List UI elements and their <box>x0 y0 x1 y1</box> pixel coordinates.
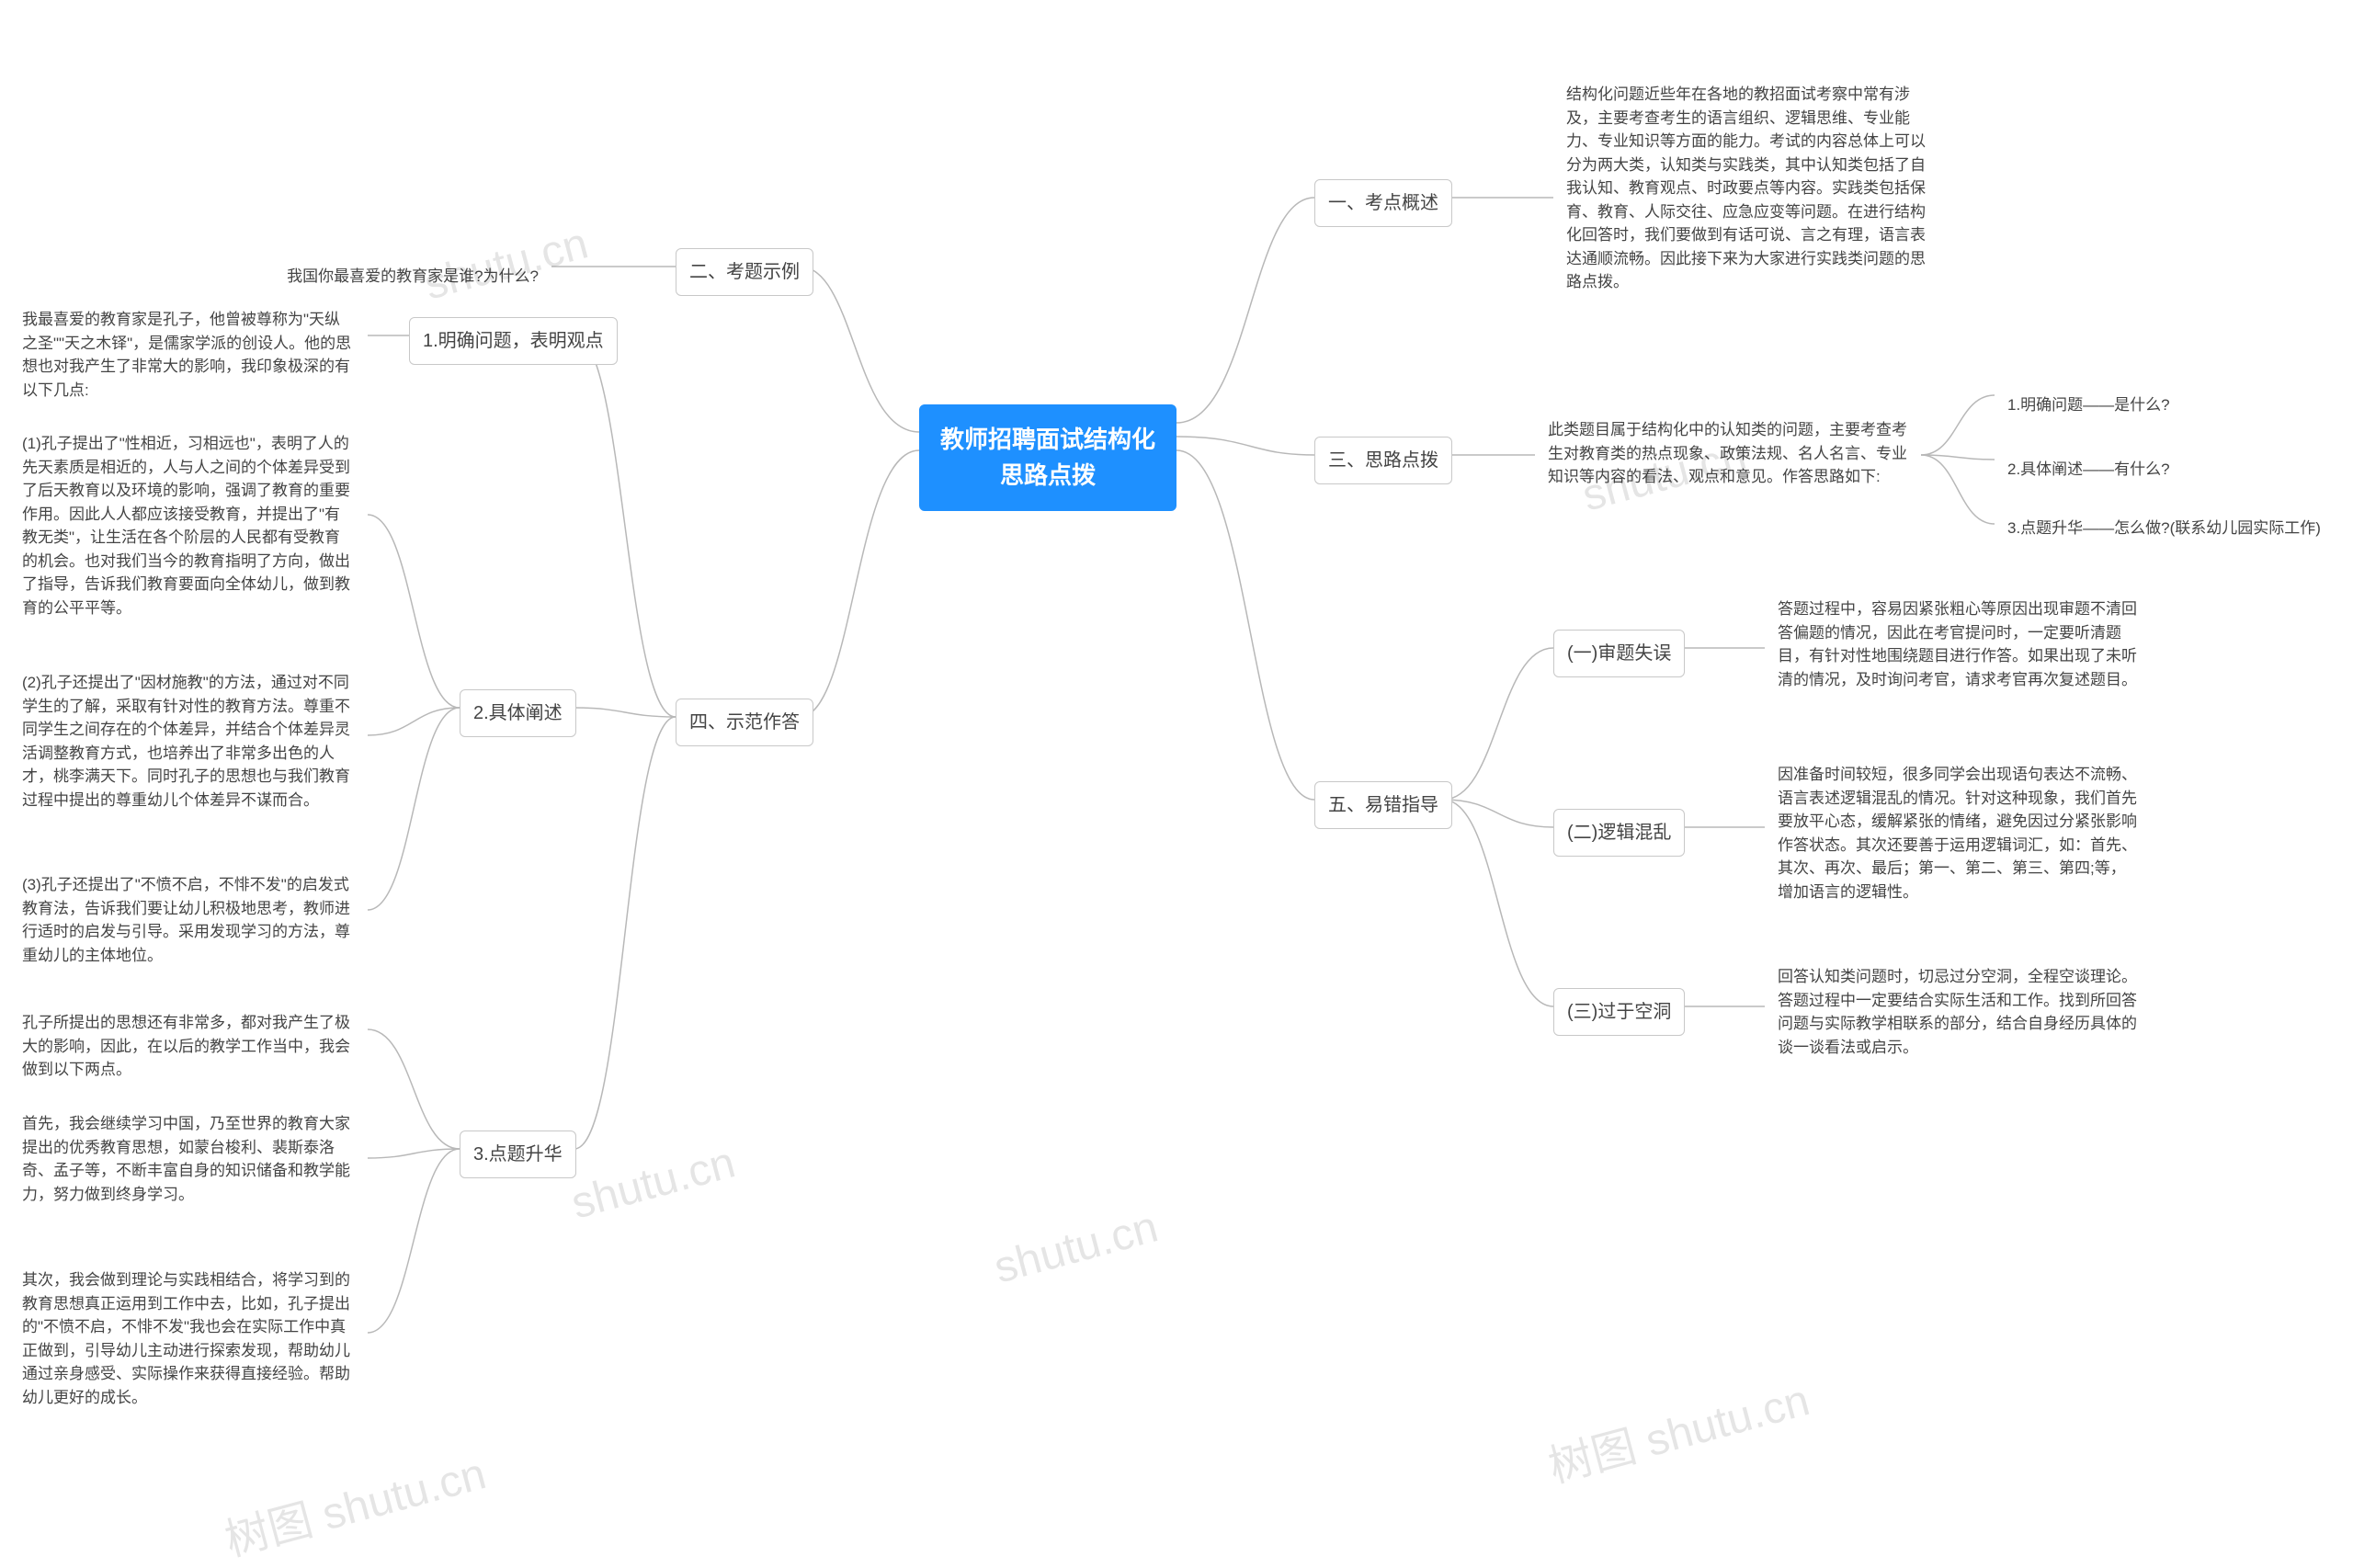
s4-sub3[interactable]: 3.点题升华 <box>460 1131 576 1178</box>
s5-sub1[interactable]: (一)审题失误 <box>1553 630 1685 677</box>
s3-text: 此类题目属于结构化中的认知类的问题，主要考查考生对教育类的热点现象、政策法规、名… <box>1535 409 1921 498</box>
watermark: shutu.cn <box>989 1201 1164 1293</box>
s4-sub3-l3: 其次，我会做到理论与实践相结合，将学习到的教育思想真正运用到工作中去，比如，孔子… <box>9 1259 368 1418</box>
s4-sub2-l1: (1)孔子提出了"性相近，习相远也"，表明了人的先天素质是相近的，人与人之间的个… <box>9 423 368 629</box>
s5-sub2[interactable]: (二)逻辑混乱 <box>1553 809 1685 857</box>
s5-sub1-leaf: 答题过程中，容易因紧张粗心等原因出现审题不清回答偏题的情况，因此在考官提问时，一… <box>1765 588 2151 700</box>
s2-leaf: 我国你最喜爱的教育家是谁?为什么? <box>184 256 551 298</box>
s4-sub2-l3: (3)孔子还提出了"不愤不启，不悱不发"的启发式教育法，告诉我们要让幼儿积极地思… <box>9 864 368 976</box>
s3-l2: 2.具体阐述——有什么? <box>1995 449 2325 491</box>
s4-sub3-l2: 首先，我会继续学习中国，乃至世界的教育大家提出的优秀教育思想，如蒙台梭利、裴斯泰… <box>9 1103 368 1215</box>
s4-sub2-l2: (2)孔子还提出了"因材施教"的方法，通过对不同学生的了解，采取有针对性的教育方… <box>9 662 368 821</box>
center-node[interactable]: 教师招聘面试结构化思路点拨 <box>919 404 1176 511</box>
section-3[interactable]: 三、思路点拨 <box>1314 437 1452 484</box>
s5-sub3-leaf: 回答认知类问题时，切忌过分空洞，全程空谈理论。答题过程中一定要结合实际生活和工作… <box>1765 956 2151 1068</box>
watermark: 树图 shutu.cn <box>1540 1364 1815 1495</box>
s3-l1: 1.明确问题——是什么? <box>1995 384 2325 426</box>
watermark: 树图 shutu.cn <box>217 1437 492 1568</box>
s1-leaf: 结构化问题近些年在各地的教招面试考察中常有涉及，主要考查考生的语言组织、逻辑思维… <box>1553 74 1939 303</box>
s4-sub1-leaf: 我最喜爱的教育家是孔子，他曾被尊称为"天纵之圣""天之木铎"，是儒家学派的创设人… <box>9 299 368 411</box>
section-1[interactable]: 一、考点概述 <box>1314 179 1452 227</box>
section-5[interactable]: 五、易错指导 <box>1314 781 1452 829</box>
s5-sub2-leaf: 因准备时间较短，很多同学会出现语句表达不流畅、语言表述逻辑混乱的情况。针对这种现… <box>1765 754 2151 913</box>
watermark: shutu.cn <box>566 1137 741 1229</box>
section-4[interactable]: 四、示范作答 <box>676 699 813 746</box>
section-2[interactable]: 二、考题示例 <box>676 248 813 296</box>
s4-sub1[interactable]: 1.明确问题，表明观点 <box>409 317 618 365</box>
s5-sub3[interactable]: (三)过于空洞 <box>1553 988 1685 1036</box>
s4-sub2[interactable]: 2.具体阐述 <box>460 689 576 737</box>
s3-l3: 3.点题升华——怎么做?(联系幼儿园实际工作) <box>1995 507 2344 550</box>
s4-sub3-l1: 孔子所提出的思想还有非常多，都对我产生了极大的影响，因此，在以后的教学工作当中，… <box>9 1002 368 1091</box>
